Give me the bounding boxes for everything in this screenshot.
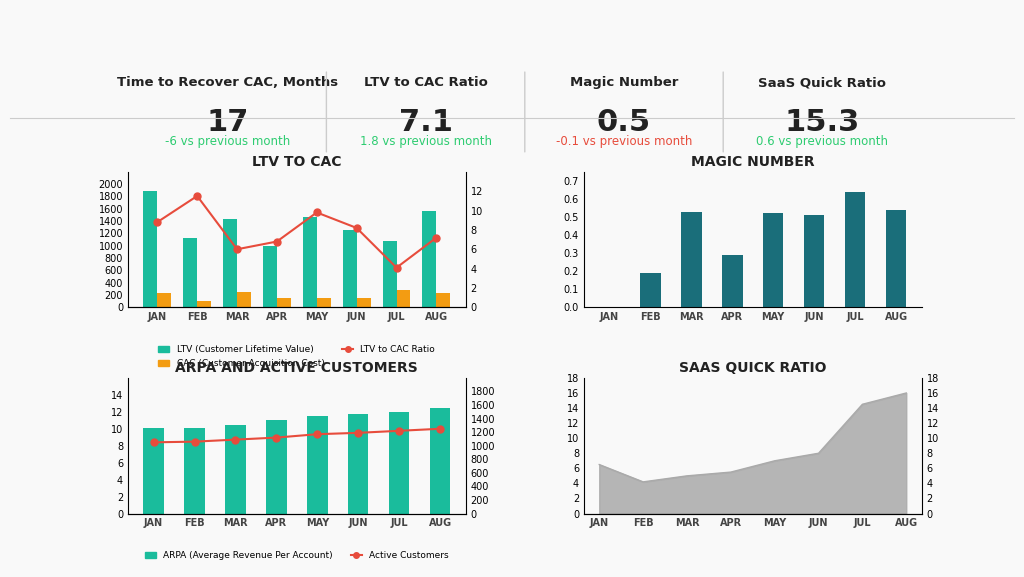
Bar: [143, 428, 164, 514]
Bar: [307, 416, 328, 514]
Bar: [223, 219, 237, 308]
Text: -6 vs previous month: -6 vs previous month: [165, 135, 290, 148]
Bar: [263, 246, 276, 308]
Active Customers: [311, 430, 324, 437]
Active Customers: [229, 436, 242, 443]
Active Customers: [434, 425, 446, 432]
Line: Active Customers: Active Customers: [151, 425, 443, 446]
Line: LTV to CAC Ratio: LTV to CAC Ratio: [154, 193, 440, 271]
Text: LTV to CAC Ratio: LTV to CAC Ratio: [364, 76, 487, 89]
Bar: [430, 407, 451, 514]
LTV to CAC Ratio: [390, 264, 402, 271]
Bar: [722, 255, 742, 308]
Text: 1.8 vs previous month: 1.8 vs previous month: [359, 135, 492, 148]
Legend: ARPA (Average Revenue Per Account), Active Customers: ARPA (Average Revenue Per Account), Acti…: [141, 548, 453, 564]
Active Customers: [188, 438, 201, 445]
Bar: [423, 211, 436, 308]
Bar: [763, 213, 783, 308]
Bar: [158, 293, 171, 308]
Text: 17: 17: [206, 108, 249, 137]
LTV to CAC Ratio: [350, 224, 362, 231]
Active Customers: [270, 434, 283, 441]
Text: Time to Recover CAC, Months: Time to Recover CAC, Months: [117, 76, 338, 89]
Bar: [343, 230, 356, 308]
Text: Magic Number: Magic Number: [569, 76, 678, 89]
Text: 0.6 vs previous month: 0.6 vs previous month: [757, 135, 889, 148]
Text: 15.3: 15.3: [784, 108, 860, 137]
Bar: [886, 210, 906, 308]
LTV to CAC Ratio: [152, 219, 164, 226]
Active Customers: [352, 429, 365, 436]
Text: 0.5: 0.5: [597, 108, 651, 137]
Bar: [276, 298, 291, 308]
Title: MAGIC NUMBER: MAGIC NUMBER: [691, 155, 814, 169]
Bar: [198, 301, 211, 308]
Bar: [845, 192, 865, 308]
Bar: [183, 238, 198, 308]
Bar: [389, 412, 410, 514]
Title: SAAS QUICK RATIO: SAAS QUICK RATIO: [679, 361, 826, 376]
Bar: [436, 293, 451, 308]
Bar: [143, 192, 158, 308]
Bar: [356, 298, 371, 308]
Bar: [383, 241, 396, 308]
Bar: [225, 425, 246, 514]
Bar: [681, 212, 701, 308]
Title: ARPA AND ACTIVE CUSTOMERS: ARPA AND ACTIVE CUSTOMERS: [175, 361, 418, 376]
LTV to CAC Ratio: [430, 234, 442, 241]
Bar: [396, 290, 411, 308]
LTV to CAC Ratio: [230, 246, 243, 253]
Text: -0.1 vs previous month: -0.1 vs previous month: [556, 135, 692, 148]
Title: LTV TO CAC: LTV TO CAC: [252, 155, 342, 169]
Active Customers: [147, 439, 160, 446]
Bar: [266, 420, 287, 514]
Bar: [348, 414, 369, 514]
Legend: LTV (Customer Lifetime Value), CAC (Customer Acquisition Cost), LTV to CAC Ratio: LTV (Customer Lifetime Value), CAC (Cust…: [155, 342, 439, 372]
Bar: [184, 428, 205, 514]
Text: 7.1: 7.1: [398, 108, 453, 137]
LTV to CAC Ratio: [310, 209, 323, 216]
Bar: [237, 291, 251, 308]
Text: SaaS Quick Ratio: SaaS Quick Ratio: [759, 76, 887, 89]
LTV to CAC Ratio: [270, 238, 283, 245]
Bar: [303, 218, 316, 308]
Bar: [804, 215, 824, 308]
Bar: [640, 273, 660, 308]
Active Customers: [393, 428, 406, 434]
Bar: [316, 298, 331, 308]
LTV to CAC Ratio: [191, 193, 204, 200]
